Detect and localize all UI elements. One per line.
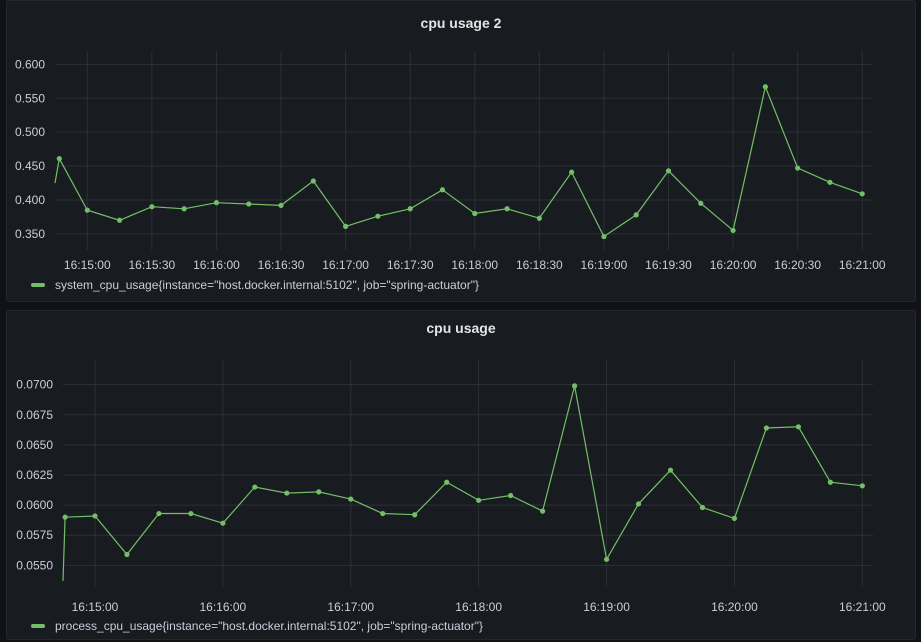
data-point[interactable] <box>763 425 770 431</box>
x-tick-label: 16:16:00 <box>200 600 247 614</box>
data-point[interactable] <box>92 513 98 519</box>
x-tick-label: 16:15:00 <box>64 258 111 272</box>
data-point[interactable] <box>827 479 833 485</box>
legend: process_cpu_usage{instance="host.docker.… <box>31 619 483 633</box>
legend-swatch[interactable] <box>31 283 45 287</box>
legend-swatch[interactable] <box>31 624 45 628</box>
x-tick-label: 16:16:30 <box>258 258 305 272</box>
chart-cpu-usage: 0.0550 0.0575 0.0600 0.0625 0.0650 0.0675 0.07… <box>16 359 886 614</box>
legend: system_cpu_usage{instance="host.docker.i… <box>31 278 479 292</box>
data-point[interactable] <box>699 504 706 511</box>
series-line[interactable] <box>54 84 863 238</box>
data-point[interactable] <box>156 510 162 517</box>
x-tick-label: 16:18:00 <box>451 258 498 272</box>
data-point[interactable] <box>508 492 514 499</box>
data-point[interactable] <box>407 206 413 212</box>
data-point[interactable] <box>181 206 187 212</box>
chart-cpu-usage-2: 0.350 0.400 0.450 0.500 0.550 0.600 16:15:00 16… <box>15 51 886 272</box>
data-point[interactable] <box>635 501 642 507</box>
data-point[interactable] <box>795 165 801 171</box>
x-tick-label: 16:20:00 <box>710 258 757 272</box>
data-point[interactable] <box>444 479 450 485</box>
data-point[interactable] <box>188 510 194 517</box>
x-tick-label: 16:17:30 <box>387 258 434 272</box>
data-point[interactable] <box>569 169 575 175</box>
x-tick-label: 16:19:00 <box>581 258 628 272</box>
panel-cpu-usage: cpu usage 0.0550 0.0575 0.0600 0.0625 0.0650… <box>6 310 916 640</box>
x-tick-label: 16:15:30 <box>129 258 176 272</box>
data-point[interactable] <box>412 512 418 518</box>
data-point[interactable] <box>859 483 865 489</box>
data-point[interactable] <box>472 210 478 217</box>
x-tick-label: 16:18:00 <box>455 600 502 614</box>
x-tick-label: 16:20:30 <box>774 258 821 272</box>
x-tick-label: 16:19:00 <box>583 600 630 614</box>
x-tick-label: 16:17:00 <box>327 600 374 614</box>
data-point[interactable] <box>84 207 90 213</box>
y-tick-label: 0.0700 <box>16 378 53 392</box>
data-point[interactable] <box>348 496 354 502</box>
data-point[interactable] <box>827 179 833 185</box>
data-point[interactable] <box>116 217 123 223</box>
y-tick-label: 0.0600 <box>16 498 53 512</box>
y-tick-label: 0.450 <box>15 159 45 173</box>
x-tick-label: 16:16:00 <box>193 258 240 272</box>
x-tick-label: 16:20:00 <box>711 600 758 614</box>
y-tick-label: 0.0625 <box>16 468 53 482</box>
data-point[interactable] <box>601 233 607 240</box>
x-tick-label: 16:19:30 <box>645 258 692 272</box>
legend-label[interactable]: system_cpu_usage{instance="host.docker.i… <box>55 278 479 292</box>
data-point[interactable] <box>252 484 258 490</box>
data-point[interactable] <box>504 206 510 212</box>
data-point[interactable] <box>284 490 290 496</box>
y-tick-label: 0.550 <box>15 91 45 105</box>
data-point[interactable] <box>380 510 386 517</box>
data-point[interactable] <box>220 520 226 526</box>
data-point[interactable] <box>56 156 62 162</box>
y-tick-label: 0.0650 <box>16 438 53 452</box>
panel-title[interactable]: cpu usage <box>426 320 496 336</box>
data-point[interactable] <box>665 168 672 174</box>
data-point[interactable] <box>149 204 155 210</box>
data-point[interactable] <box>476 497 482 503</box>
data-point[interactable] <box>62 514 68 520</box>
data-point[interactable] <box>633 212 639 218</box>
data-point[interactable] <box>698 200 704 206</box>
y-tick-label: 0.0550 <box>16 558 53 572</box>
data-point[interactable] <box>316 489 322 495</box>
data-point[interactable] <box>439 187 446 193</box>
legend-label[interactable]: process_cpu_usage{instance="host.docker.… <box>55 619 483 633</box>
data-point[interactable] <box>278 202 284 208</box>
y-tick-label: 0.350 <box>15 227 45 241</box>
x-tick-label: 16:21:00 <box>839 258 886 272</box>
data-point[interactable] <box>795 424 801 430</box>
data-point[interactable] <box>375 213 381 219</box>
data-point[interactable] <box>124 551 130 558</box>
data-point[interactable] <box>310 178 316 184</box>
x-tick-label: 16:17:00 <box>322 258 369 272</box>
data-point[interactable] <box>731 515 738 521</box>
data-point[interactable] <box>603 556 610 562</box>
data-point[interactable] <box>540 508 546 514</box>
data-point[interactable] <box>213 200 220 206</box>
y-tick-label: 0.0675 <box>16 408 53 422</box>
y-tick-label: 0.600 <box>15 57 45 71</box>
data-point[interactable] <box>343 223 349 229</box>
panel-title[interactable]: cpu usage 2 <box>420 15 502 31</box>
y-tick-label: 0.400 <box>15 193 45 207</box>
data-point[interactable] <box>859 191 865 197</box>
y-tick-label: 0.0575 <box>16 528 53 542</box>
x-tick-label: 16:15:00 <box>72 600 119 614</box>
panel-cpu-usage-2: cpu usage 2 0.350 0.400 0.450 0.500 0.550 0.6… <box>6 0 916 302</box>
data-point[interactable] <box>762 84 768 90</box>
data-point[interactable] <box>246 201 252 207</box>
y-tick-label: 0.500 <box>15 125 45 139</box>
x-tick-label: 16:21:00 <box>839 600 886 614</box>
x-tick-label: 16:18:30 <box>516 258 563 272</box>
data-point[interactable] <box>536 215 542 221</box>
data-point[interactable] <box>730 227 736 234</box>
data-point[interactable] <box>571 383 578 389</box>
data-point[interactable] <box>667 467 674 473</box>
